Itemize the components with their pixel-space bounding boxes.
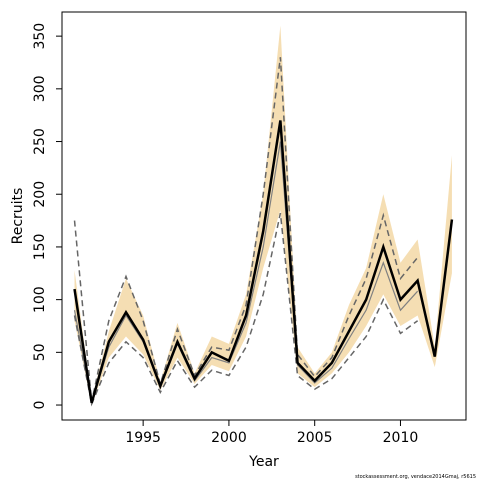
- y-tick-label: 0: [32, 401, 48, 410]
- x-axis-label: Year: [248, 454, 279, 470]
- series-line: [73, 213, 419, 407]
- series-line: [73, 57, 419, 403]
- x-tick-label: 2000: [211, 430, 247, 446]
- x-tick-label: 2010: [383, 430, 419, 446]
- y-axis-label: Recruits: [10, 188, 26, 245]
- x-tick-label: 1995: [125, 430, 161, 446]
- plot-frame: [61, 11, 467, 421]
- y-tick-label: 100: [32, 286, 48, 313]
- x-tick-label: 2005: [297, 430, 333, 446]
- y-tick-label: 250: [32, 128, 48, 155]
- y-tick-label: 150: [32, 234, 48, 261]
- y-tick-label: 50: [32, 343, 48, 361]
- confidence-band: [74, 25, 452, 406]
- y-tick-label: 300: [32, 75, 48, 102]
- y-tick-label: 350: [32, 23, 48, 50]
- y-tick-label: 200: [32, 181, 48, 208]
- series-line: [73, 141, 419, 404]
- series-line: [73, 120, 454, 404]
- footnote: stockassessment.org, vendace2014Gmaj, r5…: [355, 474, 476, 480]
